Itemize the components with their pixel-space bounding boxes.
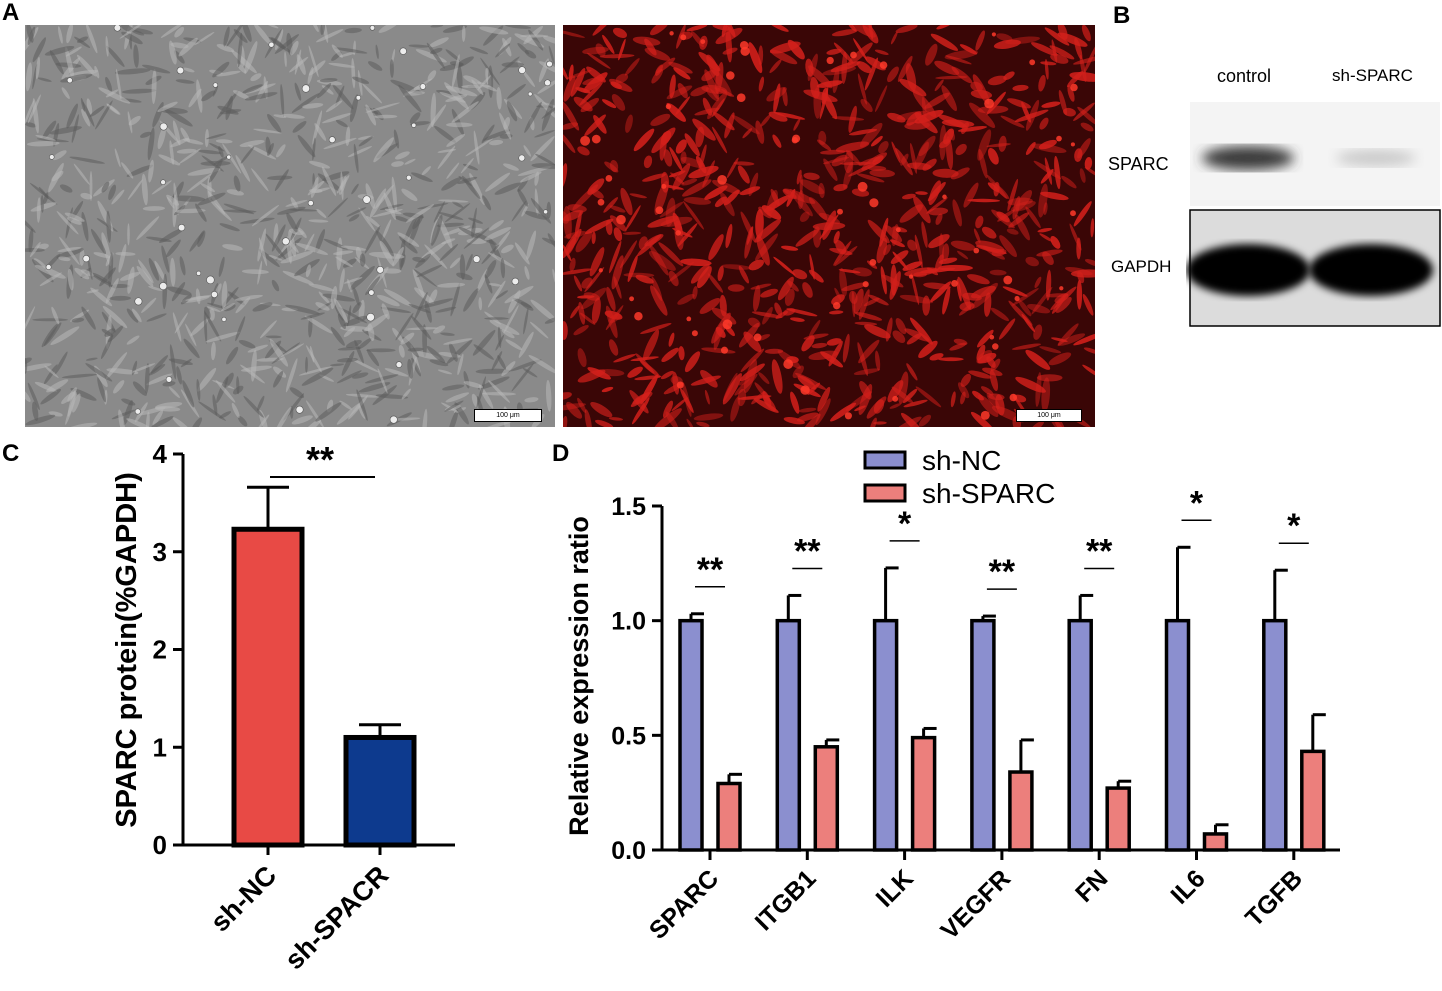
band-gapdh-sh [1309, 244, 1433, 296]
bar-d-sh-SPARC-TGFB [1300, 749, 1326, 852]
legend-label-sh-SPARC: sh-SPARC [922, 478, 1055, 509]
y-tick-label-d: 1.5 [611, 493, 646, 521]
bar-d-sh-NC-ILK [872, 618, 899, 852]
legend-swatch-sh-NC [863, 450, 907, 470]
band-sparc-control [1202, 146, 1294, 170]
panel-b-label: B [1113, 2, 1131, 29]
row-label-gapdh: GAPDH [1111, 257, 1172, 276]
legend-label-sh-NC: sh-NC [922, 445, 1001, 476]
row-label-sparc: SPARC [1108, 154, 1169, 174]
significance-d: * [1190, 484, 1204, 522]
bar-d-sh-SPARC-SPARC [716, 781, 742, 852]
x-tick-label-d: ITGB1 [750, 864, 822, 936]
significance-d: * [898, 505, 912, 543]
bar-d-sh-NC-IL6 [1164, 618, 1191, 852]
scale-bar-left: 100 μm [474, 409, 542, 422]
band-sparc-sh [1336, 150, 1416, 166]
scale-bar-right: 100 μm [1016, 409, 1082, 422]
lane-label-sh-sparc: sh-SPARC [1332, 66, 1413, 85]
legend-swatch-sh-SPARC [863, 483, 907, 503]
significance-d: ** [1086, 532, 1113, 570]
y-tick-label-d: 1.0 [611, 608, 646, 636]
cell-texture-right [563, 25, 1095, 427]
bar-d-sh-SPARC-IL6 [1202, 832, 1229, 852]
lane-label-control: control [1217, 66, 1272, 86]
x-tick-label-d: SPARC [644, 864, 724, 944]
significance-d: ** [794, 532, 821, 570]
western-blot [1186, 102, 1441, 327]
x-tick-label-d: FN [1070, 864, 1113, 907]
y-tick-label-c: 2 [153, 635, 167, 665]
bar-c-sh-NC [231, 526, 305, 848]
x-tick-label-d: VEGFR [935, 864, 1016, 945]
bar-d-sh-SPARC-ITGB1 [813, 745, 840, 852]
x-tick-label-d: TGFB [1240, 864, 1308, 932]
significance-d: * [1287, 507, 1301, 545]
y-tick-label-c: 0 [153, 830, 167, 860]
y-axis-label-d: Relative expression ratio [564, 516, 594, 836]
y-tick-label-c: 4 [153, 439, 168, 469]
y-tick-label-c: 1 [153, 732, 167, 762]
bar-d-sh-SPARC-VEGFR [1008, 770, 1034, 852]
panel-c-label: C [2, 440, 20, 467]
bar-d-sh-NC-TGFB [1262, 618, 1288, 852]
x-tick-label-d: ILK [871, 864, 919, 912]
y-tick-label-d: 0.0 [611, 837, 646, 865]
significance-d: ** [989, 553, 1016, 591]
y-axis-label-c: SPARC protein(%GAPDH) [111, 472, 143, 828]
panel-a-label: A [2, 0, 20, 26]
bar-d-sh-SPARC-FN [1105, 786, 1131, 852]
panel-d-label: D [552, 440, 570, 467]
y-tick-label-c: 3 [153, 537, 167, 567]
bar-d-sh-NC-FN [1067, 618, 1093, 852]
bar-d-sh-NC-ITGB1 [775, 618, 802, 852]
bar-d-sh-SPARC-ILK [910, 735, 937, 852]
bar-d-sh-NC-SPARC [678, 618, 704, 852]
significance-c: ** [306, 439, 334, 480]
x-tick-label-d: IL6 [1165, 864, 1210, 909]
cell-texture-left [25, 25, 555, 427]
y-tick-label-d: 0.5 [611, 722, 646, 750]
significance-d: ** [697, 551, 724, 589]
fluorescence-micrograph [563, 25, 1095, 427]
phase-contrast-micrograph [25, 25, 555, 427]
band-gapdh-control [1186, 244, 1310, 296]
bar-d-sh-NC-VEGFR [970, 618, 996, 852]
